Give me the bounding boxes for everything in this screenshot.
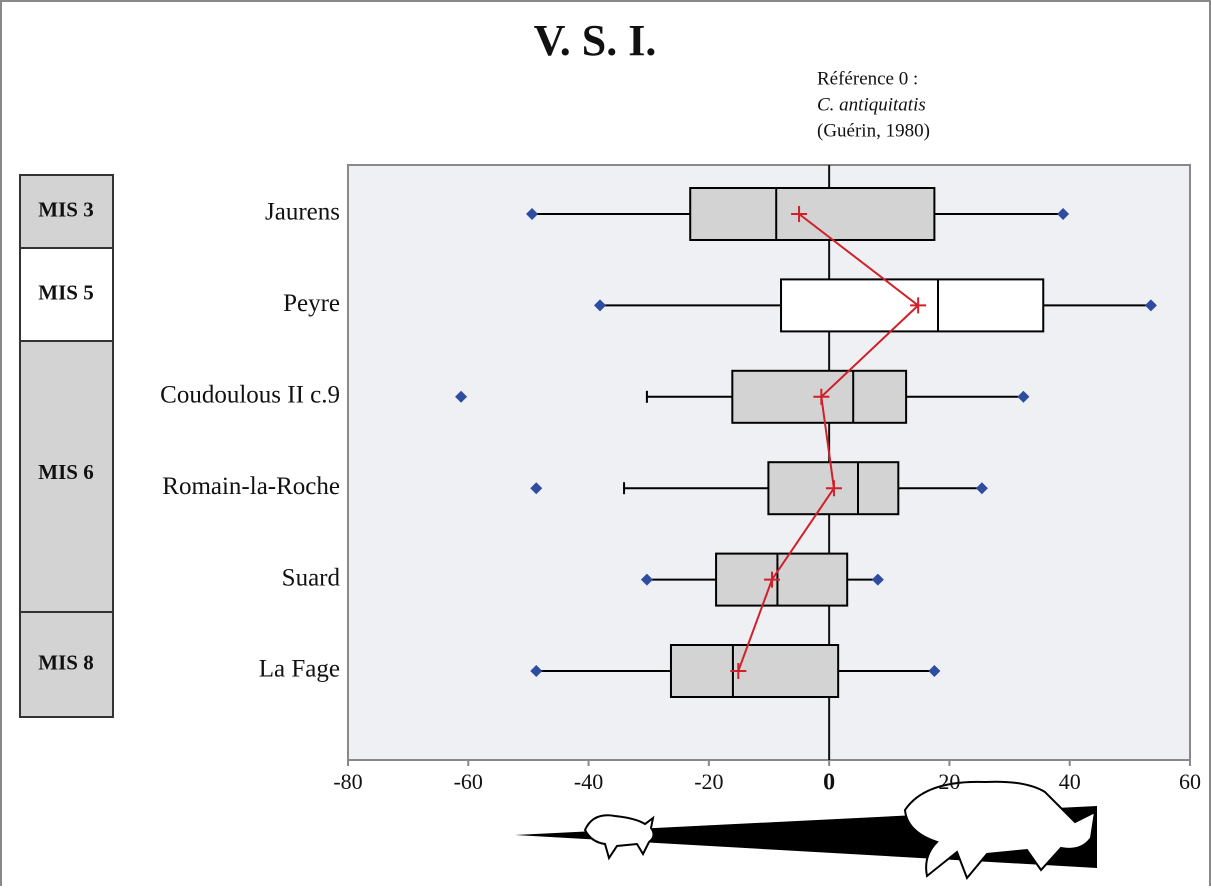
extreme-point: [975, 482, 988, 495]
y-tick-label: Coudoulous II c.9: [160, 382, 340, 409]
annotation: (Guérin, 1980): [817, 120, 930, 141]
y-tick-label: Jaurens: [265, 199, 340, 226]
stage-box: [19, 247, 114, 342]
mean-marker: [791, 206, 808, 222]
extreme-point: [593, 299, 606, 312]
extreme-point: [928, 665, 941, 677]
mean-line: [737, 213, 920, 672]
x-tick-label: 20: [938, 769, 960, 794]
extreme-point: [530, 665, 543, 677]
x-tick-label: 0: [823, 770, 835, 796]
x-tick-label: 40: [1059, 769, 1081, 794]
x-tick-label: -60: [454, 769, 483, 794]
y-tick-label: La Fage: [259, 656, 340, 683]
x-tick-label: -20: [694, 769, 723, 794]
stage-label: MIS 5: [38, 280, 93, 304]
y-tick-label: Romain-la-Roche: [162, 473, 340, 500]
large-rhino: [903, 780, 1097, 880]
x-tick-label: 60: [1179, 769, 1201, 794]
mean-marker: [910, 297, 927, 314]
box: [689, 187, 936, 241]
small-rhino: [583, 814, 655, 861]
extreme-point: [526, 208, 539, 220]
stage-label: MIS 8: [38, 650, 93, 674]
stage-box: [19, 340, 114, 613]
extreme-point: [871, 573, 884, 586]
extreme-point: [640, 573, 653, 586]
stage-label: MIS 3: [38, 197, 93, 221]
stage-box: [19, 611, 114, 718]
y-tick-label: Suard: [282, 564, 341, 591]
mean-marker: [825, 480, 842, 497]
box: [715, 552, 849, 607]
extreme-point: [530, 482, 543, 495]
mean-marker: [813, 388, 830, 405]
box: [669, 644, 840, 698]
chart-title: V. S. I.: [534, 16, 657, 65]
mean-marker: [764, 571, 781, 588]
extreme-point: [1057, 208, 1070, 220]
x-tick-label: -40: [574, 769, 603, 794]
x-tick-label: -80: [333, 769, 362, 794]
annotation: Référence 0 :: [817, 68, 918, 89]
rhino-scale: [515, 780, 1097, 880]
stage-label: MIS 6: [38, 460, 93, 484]
y-tick-label: Peyre: [283, 290, 340, 317]
extreme-point: [1144, 299, 1157, 312]
extreme-point: [1017, 390, 1030, 403]
annotation: C. antiquitatis: [817, 94, 926, 115]
mean-marker: [730, 663, 747, 679]
extreme-point: [455, 390, 468, 403]
